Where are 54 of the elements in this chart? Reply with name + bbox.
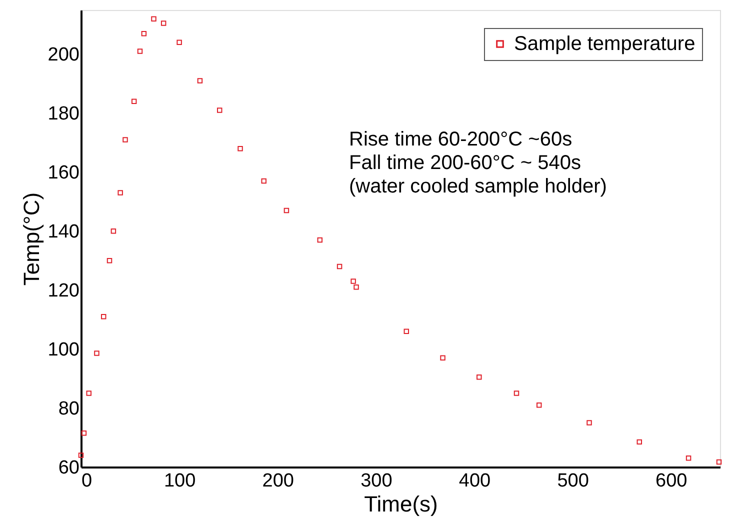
point bbox=[197, 78, 203, 84]
point bbox=[636, 439, 642, 445]
x-tick-label: 100 bbox=[164, 470, 196, 492]
y-tick-label: 80 bbox=[58, 398, 80, 420]
point bbox=[141, 30, 147, 36]
point bbox=[81, 430, 87, 436]
annotation: Fall time 200-60°C ~ 540s bbox=[349, 152, 582, 174]
point bbox=[122, 137, 128, 142]
y-axis-title: Temp(°C) bbox=[18, 192, 44, 286]
y-tick-label: 160 bbox=[48, 162, 80, 184]
point bbox=[317, 237, 323, 243]
point bbox=[137, 48, 143, 54]
point bbox=[476, 374, 482, 380]
point bbox=[686, 456, 692, 461]
y-tick-label: 100 bbox=[48, 340, 80, 361]
y-tick-label: 60 bbox=[58, 458, 80, 478]
point bbox=[586, 420, 592, 426]
x-tick-label: 500 bbox=[557, 470, 589, 492]
point bbox=[440, 355, 446, 361]
point bbox=[716, 459, 722, 465]
point bbox=[94, 350, 100, 356]
annotation: Rise time 60-200°C ~60s bbox=[349, 128, 572, 151]
point bbox=[238, 146, 243, 152]
point bbox=[536, 402, 542, 408]
point bbox=[514, 390, 520, 396]
point bbox=[78, 452, 84, 458]
point bbox=[261, 178, 266, 184]
point bbox=[350, 278, 356, 284]
point bbox=[131, 98, 137, 104]
y-tick-label: 120 bbox=[48, 280, 80, 302]
x-axis-title: Time(s) bbox=[364, 492, 438, 516]
point bbox=[118, 190, 123, 196]
annotation: (water cooled sample holder) bbox=[349, 175, 607, 198]
x-tick-label: 0 bbox=[82, 470, 92, 492]
legend-label: Sample temperature bbox=[514, 33, 696, 55]
point bbox=[176, 40, 182, 46]
point bbox=[100, 314, 106, 320]
y-tick-label: 180 bbox=[48, 104, 80, 125]
x-tick-label: 300 bbox=[360, 470, 392, 492]
y-tick-label: 200 bbox=[48, 44, 80, 66]
point bbox=[110, 228, 116, 234]
point bbox=[106, 258, 112, 264]
point bbox=[86, 390, 92, 396]
x-tick-label: 400 bbox=[458, 470, 491, 492]
y-tick-label: 140 bbox=[48, 222, 80, 243]
point bbox=[216, 108, 222, 113]
point bbox=[336, 264, 342, 270]
x-tick-label: 600 bbox=[655, 470, 688, 492]
point bbox=[151, 16, 156, 22]
point bbox=[160, 20, 166, 26]
point bbox=[404, 328, 410, 334]
point bbox=[354, 284, 359, 290]
x-tick-label: 200 bbox=[262, 470, 294, 492]
point bbox=[284, 208, 290, 214]
